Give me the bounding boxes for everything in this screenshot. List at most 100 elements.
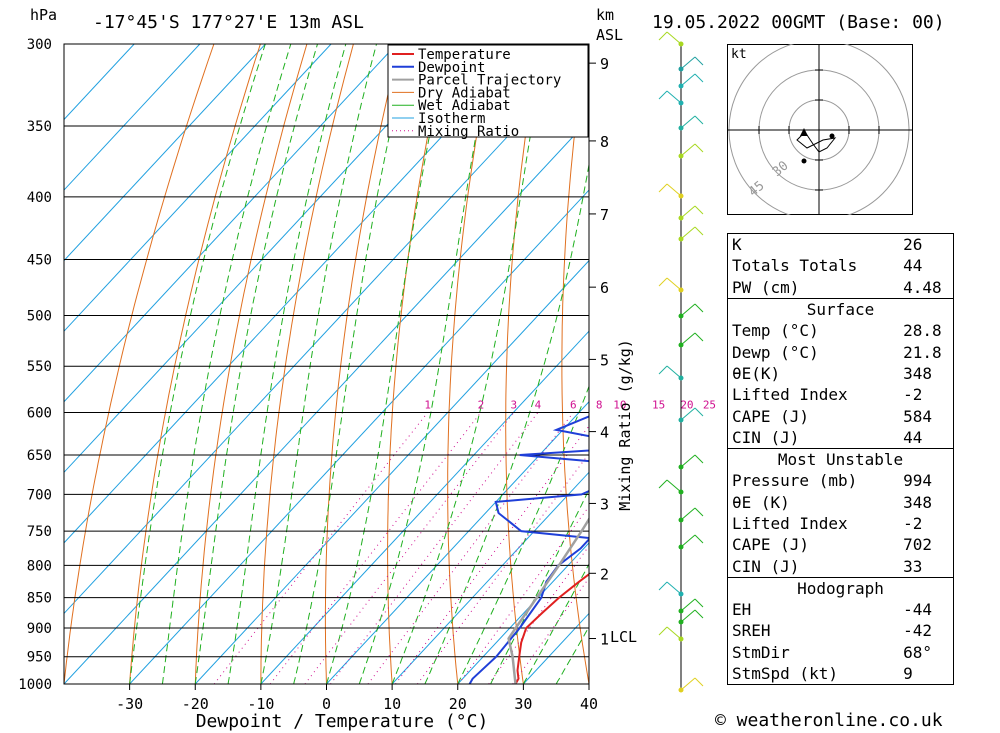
wind-barb-flag bbox=[694, 507, 704, 517]
wind-barb-flag bbox=[658, 277, 668, 287]
mixing-ratio-line bbox=[367, 412, 574, 684]
mixing-ratio-line bbox=[488, 545, 589, 684]
surface-row-temp: Temp (°C) 28.8 bbox=[732, 321, 942, 341]
mixing-ratio-line bbox=[395, 425, 589, 684]
wind-barb-flag bbox=[658, 581, 668, 591]
wind-barb-flag bbox=[658, 90, 668, 100]
wind-barb-flag bbox=[658, 626, 668, 636]
wind-barb-shaft bbox=[680, 609, 696, 623]
wet-adiabat-line bbox=[358, 44, 494, 684]
isotherm-line bbox=[64, 44, 398, 403]
wind-barb-shaft bbox=[680, 677, 696, 691]
wind-barb-flag bbox=[694, 454, 704, 464]
isotherm-line bbox=[129, 189, 589, 684]
temperature-profile bbox=[514, 573, 589, 684]
surface-row-dewp: Dewp (°C) 21.8 bbox=[732, 342, 942, 362]
pressure-unit-label: hPa bbox=[30, 6, 58, 24]
dry-adiabat-line bbox=[194, 44, 308, 684]
km-tick-label: 4 bbox=[600, 424, 609, 442]
wet-adiabat-line bbox=[391, 44, 547, 684]
wind-barb-shaft bbox=[666, 581, 682, 595]
isotherm-line bbox=[64, 44, 266, 262]
pressure-tick-label: 300 bbox=[27, 37, 52, 53]
wet-adiabat-line bbox=[227, 44, 347, 684]
hodograph-startpoint bbox=[801, 158, 807, 164]
wind-barb-shaft bbox=[680, 534, 696, 548]
isotherm-line bbox=[64, 44, 201, 191]
hodo-row-eh: EH -44 bbox=[732, 600, 932, 620]
x-tick-label: 30 bbox=[514, 695, 532, 713]
pressure-tick-label: 450 bbox=[27, 253, 52, 269]
hodograph-endpoint bbox=[829, 133, 835, 139]
x-tick-label: -30 bbox=[116, 695, 143, 713]
pressure-tick-label: 800 bbox=[27, 558, 52, 574]
wind-barb-shaft bbox=[680, 303, 696, 317]
wind-barb-flag bbox=[694, 609, 704, 619]
wind-barb-flag bbox=[694, 143, 704, 153]
wind-barb-shaft bbox=[666, 626, 682, 640]
mixing-ratio-label: 15 bbox=[652, 398, 665, 411]
mu-row-li: Lifted Index -2 bbox=[732, 514, 923, 533]
mixing-ratio-label: 20 bbox=[680, 398, 693, 411]
isotherm-line bbox=[391, 471, 589, 684]
pressure-tick-label: 900 bbox=[27, 621, 52, 637]
mixing-ratio-label: 8 bbox=[596, 398, 603, 411]
mixing-ratio-label: 1 bbox=[424, 398, 431, 411]
wind-barb-shaft bbox=[680, 454, 696, 468]
legend-entry: Dry Adiabat bbox=[418, 85, 511, 101]
mu-row-cin: CIN (J) 33 bbox=[732, 556, 923, 576]
pressure-tick-label: 850 bbox=[27, 591, 52, 607]
isotherm-line bbox=[194, 259, 589, 684]
dry-adiabat-line bbox=[129, 44, 261, 684]
lcl-label: LCL bbox=[610, 628, 637, 646]
dry-adiabat-line bbox=[447, 44, 494, 684]
x-tick-label: -10 bbox=[247, 695, 274, 713]
km-unit-label: km bbox=[596, 6, 615, 24]
wind-barb-shaft bbox=[680, 205, 696, 219]
wind-barb-flag bbox=[658, 183, 668, 193]
pressure-tick-label: 1000 bbox=[18, 677, 52, 693]
wind-barb-shaft bbox=[680, 115, 696, 129]
index-row-k: K 26 bbox=[732, 235, 923, 255]
copyright-footer: © weatheronline.co.uk bbox=[715, 710, 943, 731]
wind-barb-shaft bbox=[680, 407, 696, 421]
section-most-unstable-title: Most Unstable bbox=[727, 447, 954, 471]
mixing-ratio-axis-title: Mixing Ratio (g/kg) bbox=[616, 339, 634, 511]
wind-barb-shaft bbox=[666, 365, 682, 379]
dry-adiabat-line bbox=[505, 44, 540, 684]
wind-barb-flag bbox=[694, 205, 704, 215]
surface-row-cin: CIN (J) 44 bbox=[732, 427, 923, 447]
indices-table: K 26 Totals Totals 44 PW (cm) 4.48 Surface … bbox=[727, 233, 954, 686]
wind-barb-shaft bbox=[680, 332, 696, 346]
isotherm-line bbox=[64, 118, 589, 684]
wind-barb-shaft bbox=[680, 56, 696, 70]
legend-entry: Mixing Ratio bbox=[418, 124, 519, 140]
wind-barb-flag bbox=[694, 534, 704, 544]
legend-entry: Temperature bbox=[418, 47, 511, 63]
plot-frame bbox=[63, 43, 590, 685]
hodo-row-stmdir: StmDir 68° bbox=[732, 642, 932, 662]
section-surface-title: Surface bbox=[727, 297, 954, 321]
wind-barb-flag bbox=[694, 332, 704, 342]
surface-row-thetae: θE(K) 348 bbox=[732, 363, 932, 383]
hodograph-unit: kt bbox=[731, 47, 747, 62]
wet-adiabat-line bbox=[260, 44, 377, 684]
storm-motion-marker bbox=[800, 128, 808, 136]
hodograph-trace bbox=[796, 131, 837, 153]
mixing-ratio-label: 6 bbox=[570, 398, 577, 411]
dry-adiabat-line bbox=[387, 44, 447, 684]
mixing-ratio-label: 10 bbox=[613, 398, 626, 411]
wet-adiabat-line bbox=[129, 44, 266, 684]
mu-row-thetae: θE (K) 348 bbox=[732, 492, 932, 512]
km-tick-label: 1 bbox=[600, 631, 609, 649]
pressure-tick-label: 350 bbox=[27, 119, 52, 135]
pressure-tick-label: 700 bbox=[27, 487, 52, 503]
wind-barb-flag bbox=[658, 31, 668, 41]
mixing-ratio-line bbox=[269, 412, 482, 684]
mixing-ratio-line bbox=[512, 577, 589, 684]
km-tick-label: 6 bbox=[600, 279, 609, 297]
wind-barb-shaft bbox=[666, 90, 682, 104]
wind-barb-shaft bbox=[666, 277, 682, 291]
wind-barb-shaft bbox=[680, 226, 696, 240]
